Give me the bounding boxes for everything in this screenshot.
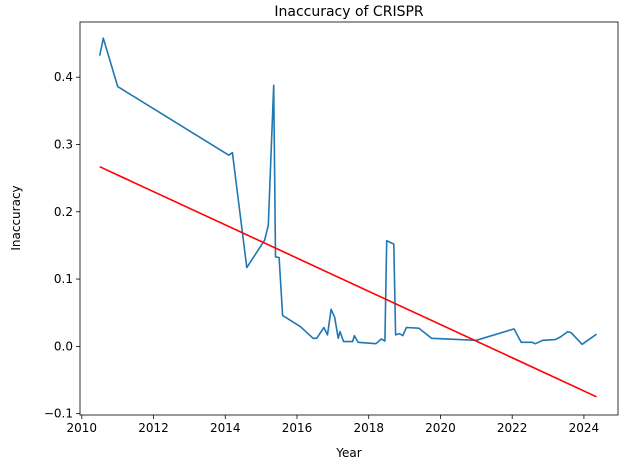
y-tick-label: −0.1 xyxy=(44,407,73,421)
x-tick-label: 2014 xyxy=(210,421,241,435)
x-tick-label: 2018 xyxy=(353,421,384,435)
y-tick-label: 0.2 xyxy=(54,205,73,219)
y-axis-label: Inaccuracy xyxy=(9,185,23,250)
y-axis: −0.1 0.0 0.1 0.2 0.3 0.4 xyxy=(44,70,80,421)
y-tick-label: 0.0 xyxy=(54,339,73,353)
x-axis-label: Year xyxy=(335,446,361,460)
y-tick-label: 0.4 xyxy=(54,70,73,84)
x-tick-label: 2022 xyxy=(497,421,528,435)
series-line-2 xyxy=(99,165,597,398)
x-tick-label: 2012 xyxy=(138,421,169,435)
plot-lines xyxy=(98,37,597,398)
y-tick-label: 0.1 xyxy=(54,272,73,286)
y-tick-label: 0.3 xyxy=(54,137,73,151)
plot-frame xyxy=(79,21,619,416)
x-tick-label: 2010 xyxy=(67,421,98,435)
x-tick-label: 2024 xyxy=(569,421,600,435)
x-tick-label: 2016 xyxy=(282,421,313,435)
x-tick-label: 2020 xyxy=(425,421,456,435)
x-axis: 2010 2012 2014 2016 2018 2020 2022 2024 xyxy=(67,415,600,435)
series-line-1 xyxy=(98,37,597,346)
chart-title: Inaccuracy of CRISPR xyxy=(274,4,424,20)
